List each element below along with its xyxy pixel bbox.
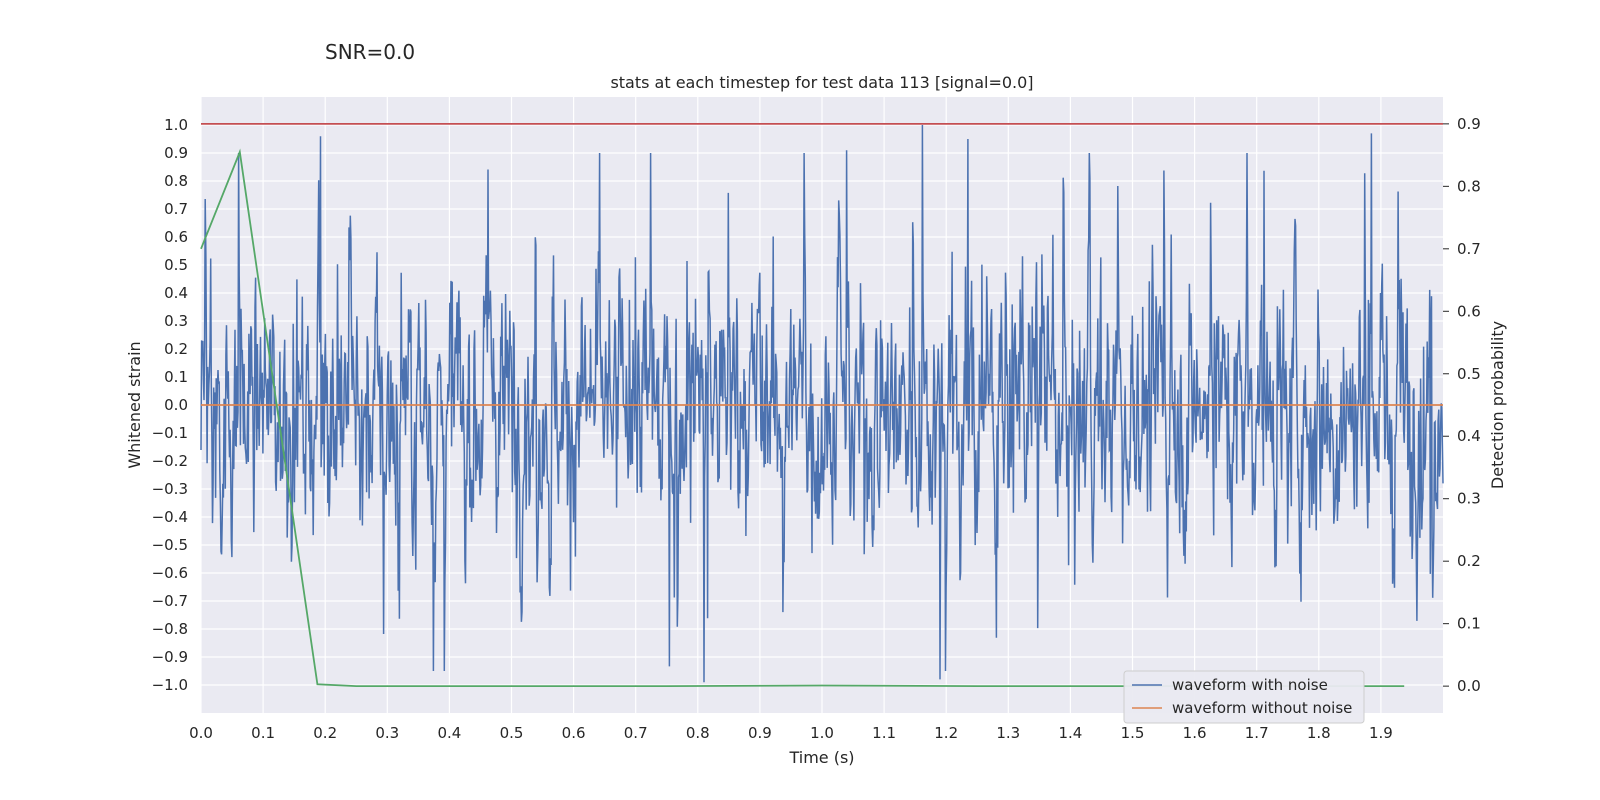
y-tick-label: −0.5 — [152, 536, 188, 554]
x-tick-label: 1.1 — [872, 724, 896, 742]
y2-tick-label: 0.4 — [1457, 427, 1481, 445]
x-tick-label: 1.3 — [996, 724, 1020, 742]
y-tick-label: 0.8 — [164, 172, 188, 190]
series-waveform-with-noise — [200, 124, 1444, 683]
suptitle: SNR=0.0 — [325, 40, 416, 64]
y-tick-label: 0.2 — [164, 340, 188, 358]
x-tick-label: 0.3 — [375, 724, 399, 742]
y-axis-label: Whitened strain — [125, 341, 144, 468]
y-tick-label: 0.4 — [164, 284, 188, 302]
y2-tick-label: 0.0 — [1457, 677, 1481, 695]
y-tick-label: 0.6 — [164, 228, 188, 246]
y2-tick-label: 0.2 — [1457, 552, 1481, 570]
y2-tick-label: 0.3 — [1457, 490, 1481, 508]
y-tick-label: −0.1 — [152, 424, 188, 442]
y2-tick-label: 0.9 — [1457, 115, 1481, 133]
x-tick-label: 1.4 — [1058, 724, 1082, 742]
chart-title: stats at each timestep for test data 113… — [610, 73, 1033, 92]
x-tick-label: 1.6 — [1183, 724, 1207, 742]
x-tick-label: 0.1 — [251, 724, 275, 742]
y-tick-label: 1.0 — [164, 116, 188, 134]
x-axis-label: Time (s) — [788, 748, 854, 767]
x-tick-label: 0.4 — [437, 724, 461, 742]
y-tick-label: 0.1 — [164, 368, 188, 386]
x-tick-label: 1.2 — [934, 724, 958, 742]
x-tick-label: 1.9 — [1369, 724, 1393, 742]
x-tick-label: 0.7 — [624, 724, 648, 742]
y2-tick-label: 0.8 — [1457, 177, 1481, 195]
y-tick-label: −0.9 — [152, 648, 188, 666]
x-tick-label: 0.5 — [500, 724, 524, 742]
legend-label-clean: waveform without noise — [1172, 699, 1352, 717]
y-tick-label: 0.9 — [164, 144, 188, 162]
x-axis-ticks: 0.0 0.1 0.2 0.3 0.4 0.5 0.6 0.7 0.8 0.9 1.0 1.1 1.2 1… — [189, 724, 1393, 742]
y-tick-label: −0.3 — [152, 480, 188, 498]
x-tick-label: 1.0 — [810, 724, 834, 742]
y2-tick-label: 0.6 — [1457, 302, 1481, 320]
x-tick-label: 0.9 — [748, 724, 772, 742]
y2-axis-label: Detection probability — [1488, 321, 1507, 489]
y-tick-label: −0.4 — [152, 508, 188, 526]
x-tick-label: 1.8 — [1307, 724, 1331, 742]
x-tick-label: 1.5 — [1121, 724, 1145, 742]
x-tick-label: 0.8 — [686, 724, 710, 742]
x-tick-label: 0.0 — [189, 724, 213, 742]
y-axis-ticks: 1.0 0.9 0.8 0.7 0.6 0.5 0.4 0.3 0.2 0.1 0.0 −0.1 −0.… — [152, 116, 188, 694]
y-tick-label: −0.8 — [152, 620, 188, 638]
y2-axis-ticks: 0.9 0.8 0.7 0.6 0.5 0.4 0.3 0.2 0.1 0.0 — [1443, 115, 1481, 695]
legend-box — [1123, 670, 1365, 724]
y-tick-label: 0.5 — [164, 256, 188, 274]
legend-label-noise: waveform with noise — [1172, 676, 1328, 694]
x-tick-label: 0.2 — [313, 724, 337, 742]
x-tick-label: 1.7 — [1245, 724, 1269, 742]
y-tick-label: −0.6 — [152, 564, 188, 582]
y-tick-label: −1.0 — [152, 676, 188, 694]
y2-tick-label: 0.5 — [1457, 365, 1481, 383]
y-tick-label: −0.7 — [152, 592, 188, 610]
x-tick-label: 0.6 — [562, 724, 586, 742]
legend: waveform with noise waveform without noi… — [1123, 670, 1365, 724]
y-tick-label: 0.7 — [164, 200, 188, 218]
y2-tick-label: 0.1 — [1457, 615, 1481, 633]
y-tick-label: 0.3 — [164, 312, 188, 330]
y2-tick-label: 0.7 — [1457, 240, 1481, 258]
y-tick-label: −0.2 — [152, 452, 188, 470]
y-tick-label: 0.0 — [164, 396, 188, 414]
